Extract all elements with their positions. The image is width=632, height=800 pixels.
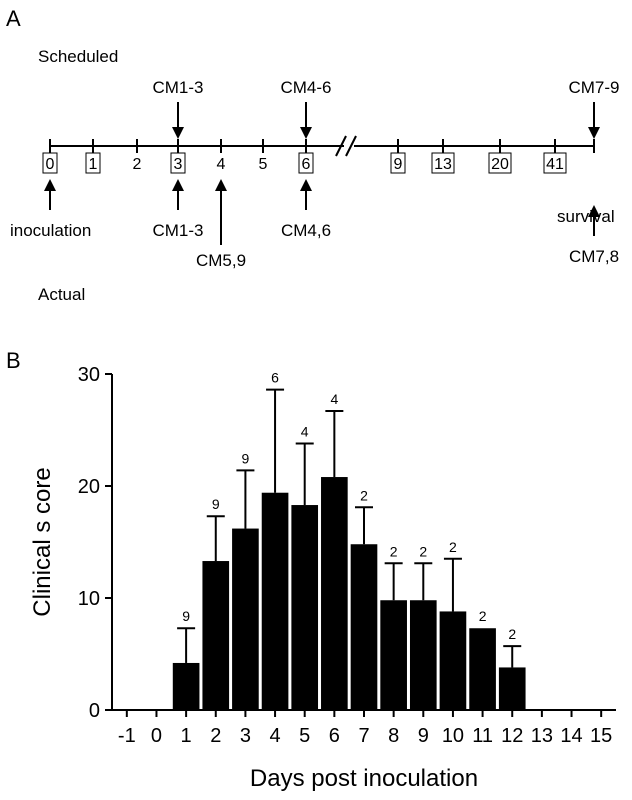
survival-label: survival (557, 207, 615, 226)
x-tick-label: 5 (299, 725, 310, 747)
x-tick-label: 13 (531, 725, 553, 747)
day-box (298, 152, 314, 174)
day-label: 6 (302, 156, 311, 173)
n-label: 4 (301, 423, 309, 439)
x-tick-label: 10 (442, 725, 464, 747)
day-label: 4 (217, 156, 226, 173)
y-tick-label: 10 (78, 588, 100, 610)
bar-chart-panel: B Clinical s core Days post inoculation … (6, 348, 616, 792)
day-box (42, 152, 58, 174)
bar (380, 600, 407, 710)
bar (498, 667, 526, 710)
x-tick-label: 7 (358, 725, 369, 747)
x-tick-label: 15 (590, 725, 612, 747)
down-arrow-icon (300, 127, 312, 139)
actual-event-label: CM7,8 (569, 247, 619, 266)
bar (469, 628, 496, 710)
n-label: 2 (508, 626, 516, 642)
panel-b-label: B (6, 348, 21, 373)
x-tick-label: 4 (269, 725, 280, 747)
day-label: 1 (89, 156, 98, 173)
scheduled-event-label: CM1-3 (152, 78, 203, 97)
day-label: 20 (491, 156, 509, 173)
x-tick-label: 0 (151, 725, 162, 747)
up-arrow-icon (172, 179, 184, 191)
n-label: 9 (182, 608, 190, 624)
day-box (170, 152, 186, 174)
day-label: 13 (434, 156, 452, 173)
panel-a-label: A (6, 6, 21, 31)
day-label: 2 (133, 156, 142, 173)
scheduled-event-label: CM7-9 (568, 78, 619, 97)
day-box (543, 152, 567, 174)
up-arrow-icon (215, 179, 227, 191)
scheduled-event-label: CM4-6 (280, 78, 331, 97)
bar (350, 544, 378, 710)
actual-event-label: inoculation (10, 221, 91, 240)
n-label: 2 (479, 608, 487, 624)
x-tick-label: 11 (472, 725, 493, 747)
n-label: 2 (360, 487, 368, 503)
x-tick-label: 14 (560, 725, 582, 747)
x-tick-label: 1 (181, 725, 192, 747)
x-tick-label: 9 (418, 725, 429, 747)
timeline-panel: A Scheduled Actual 0 1 2 3 4 5 6 9 13 20 41 CM1-3 C… (6, 6, 620, 304)
day-label: 0 (46, 156, 55, 173)
y-axis-label: Clinical s core (29, 467, 56, 616)
day-box (431, 152, 455, 174)
bar (409, 600, 437, 710)
up-arrow-icon (300, 179, 312, 191)
n-label: 2 (449, 539, 457, 555)
x-tick-label: 6 (329, 725, 340, 747)
y-tick-label: 30 (78, 364, 100, 386)
y-tick-label: 0 (89, 700, 100, 722)
x-tick-label: 8 (388, 725, 399, 747)
axis-break-mark (345, 135, 357, 157)
x-tick-label: 3 (240, 725, 251, 747)
bar (202, 561, 230, 710)
x-tick-label: -1 (118, 725, 136, 747)
y-tick-label: 20 (78, 476, 100, 498)
bar (172, 662, 200, 710)
n-label: 4 (330, 391, 338, 407)
down-arrow-icon (588, 127, 600, 139)
n-label: 6 (271, 370, 279, 386)
x-tick-label: 12 (501, 725, 523, 747)
actual-label: Actual (38, 285, 85, 304)
up-arrow-icon (588, 205, 600, 217)
n-label: 2 (419, 543, 427, 559)
bar (439, 611, 467, 710)
bar (321, 477, 348, 710)
day-label: 41 (546, 156, 564, 173)
day-box (85, 152, 101, 174)
n-label: 9 (242, 450, 250, 466)
bar (261, 492, 289, 710)
x-axis-label: Days post inoculation (250, 765, 478, 792)
day-label: 3 (174, 156, 183, 173)
n-label: 2 (390, 543, 398, 559)
day-box (390, 152, 406, 174)
n-label: 9 (212, 496, 220, 512)
actual-event-label: CM5,9 (196, 251, 246, 270)
x-tick-label: 2 (210, 725, 221, 747)
day-box (488, 152, 512, 174)
day-label: 9 (394, 156, 403, 173)
actual-event-label: CM1-3 (152, 221, 203, 240)
up-arrow-icon (44, 179, 56, 191)
bar (291, 505, 319, 710)
down-arrow-icon (172, 127, 184, 139)
axis-break-mark (335, 135, 347, 157)
day-label: 5 (259, 156, 268, 173)
scheduled-label: Scheduled (38, 47, 118, 66)
actual-event-label: CM4,6 (281, 221, 331, 240)
bar (232, 528, 259, 710)
